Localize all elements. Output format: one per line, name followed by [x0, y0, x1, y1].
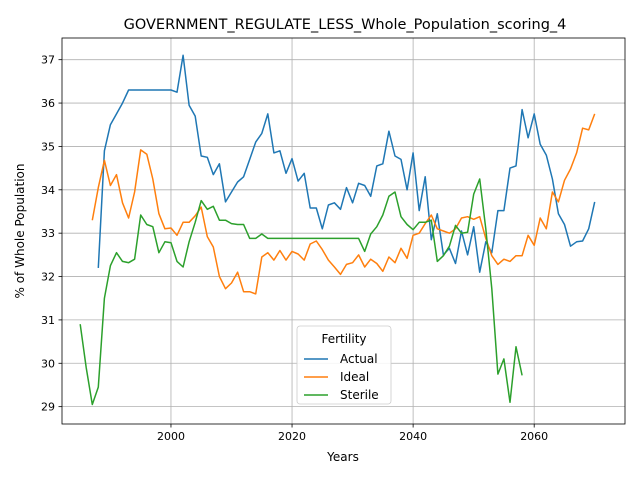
y-tick-label: 33 — [41, 227, 55, 240]
legend-title: Fertility — [321, 332, 366, 346]
x-tick-label: 2040 — [399, 430, 427, 443]
legend-label-actual: Actual — [340, 352, 378, 366]
plot-frame — [61, 37, 626, 425]
chart-title: GOVERNMENT_REGULATE_LESS_Whole_Populatio… — [124, 17, 567, 33]
legend-box — [296, 325, 392, 405]
y-tick-label: 32 — [41, 271, 55, 284]
y-axis-ticks: 29 30 31 32 33 34 35 36 37 — [41, 54, 62, 414]
x-tick-label: 2020 — [278, 430, 306, 443]
y-tick-label: 31 — [41, 314, 55, 327]
y-tick-label: 35 — [41, 140, 55, 153]
series-line-ideal — [91, 113, 596, 295]
y-tick-label: 30 — [41, 357, 55, 370]
legend-label-ideal: Ideal — [340, 370, 369, 384]
y-tick-label: 34 — [41, 184, 55, 197]
series-line-actual — [97, 54, 596, 273]
y-tick-label: 29 — [41, 401, 55, 414]
legend-label-sterile: Sterile — [340, 388, 379, 402]
y-tick-label: 37 — [41, 54, 55, 67]
legend: Fertility Actual Ideal Sterile — [296, 325, 392, 405]
series-line-sterile — [79, 178, 523, 406]
x-tick-label: 2000 — [157, 430, 185, 443]
x-axis-ticks: 2000 2020 2040 2060 — [157, 424, 548, 443]
series-group — [79, 54, 596, 406]
legend-items: Actual Ideal Sterile — [304, 352, 379, 402]
x-tick-label: 2060 — [520, 430, 548, 443]
x-axis-label: Years — [326, 450, 359, 464]
y-axis-label: % of Whole Population — [13, 164, 27, 299]
y-tick-label: 36 — [41, 97, 55, 110]
